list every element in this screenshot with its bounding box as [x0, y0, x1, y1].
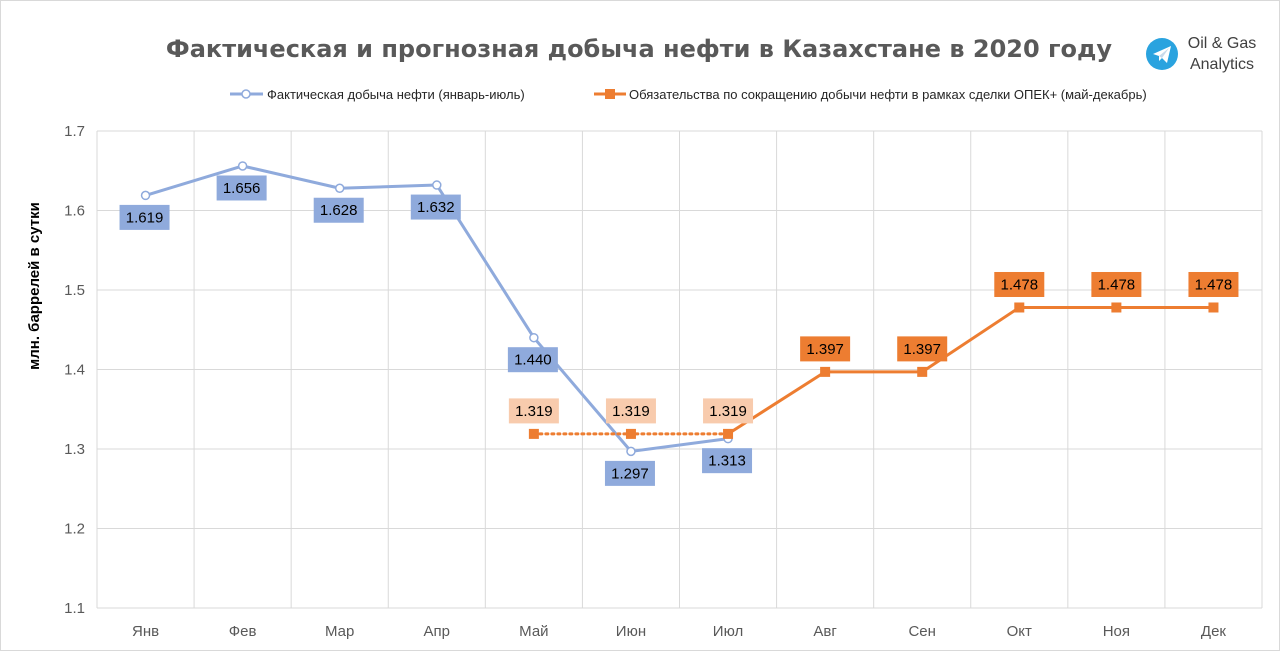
x-tick-label: Июл	[713, 623, 743, 640]
marker-opec	[625, 428, 636, 439]
x-tick-label: Ноя	[1103, 623, 1130, 640]
axes: 1.1 1.2 1.3 1.4 1.5 1.6 1.7 Янв Фев Мар Апр Май Июн И…	[64, 123, 1226, 640]
data-label-opec-bg	[994, 271, 1045, 297]
data-label-actual: 1.656	[223, 180, 261, 197]
marker-opec	[820, 366, 831, 377]
legend-label-opec: Обязательства по сокращению добычи нефти…	[629, 87, 1147, 102]
marker-opec	[1208, 302, 1219, 313]
marker-opec	[917, 366, 928, 377]
data-label-actual-bg	[604, 460, 655, 486]
x-tick-label: Авг	[813, 623, 837, 640]
x-tick-label: Май	[519, 623, 548, 640]
data-label-actual: 1.632	[417, 199, 455, 216]
legend-label-actual: Фактическая добыча нефти (январь-июль)	[267, 87, 525, 102]
x-tick-label: Янв	[132, 623, 159, 640]
legend: Фактическая добыча нефти (январь-июль) О…	[230, 87, 1147, 102]
y-tick-label: 1.5	[64, 282, 85, 299]
data-label-opec: 1.478	[1195, 276, 1233, 293]
data-label-opec-bg	[800, 336, 851, 362]
data-label-opec-bg	[1091, 271, 1142, 297]
marker-actual	[529, 332, 539, 343]
data-label-actual: 1.628	[320, 202, 358, 219]
data-label-actual-bg	[507, 347, 558, 373]
data-label-opec: 1.478	[1001, 276, 1039, 293]
marker-actual	[140, 190, 151, 201]
data-label-actual-bg	[119, 204, 170, 230]
marker-actual	[432, 180, 442, 190]
data-label-opec-bg	[703, 398, 754, 424]
grid	[96, 130, 1263, 609]
data-label-opec-bg	[1188, 271, 1239, 297]
marker-actual	[237, 161, 248, 171]
telegram-icon	[1146, 38, 1178, 70]
brand-name-line1: Oil & Gas	[1188, 35, 1256, 52]
data-label-actual-bg	[313, 197, 364, 223]
brand-name-line2: Analytics	[1190, 56, 1254, 73]
marker-opec	[723, 428, 734, 439]
data-label-opec: 1.397	[806, 341, 844, 358]
x-tick-label: Окт	[1007, 623, 1032, 640]
data-label-opec: 1.478	[1098, 276, 1136, 293]
marker-opec	[1111, 302, 1122, 313]
data-label-opec-bg	[508, 398, 559, 424]
legend-marker-actual	[241, 89, 251, 99]
x-tick-label: Июн	[616, 623, 646, 640]
data-label-opec: 1.319	[515, 403, 553, 420]
data-label-actual: 1.619	[126, 209, 164, 226]
data-label-actual-bg	[410, 194, 461, 220]
x-tick-label: Мар	[325, 623, 354, 640]
data-labels: 1.619 1.656 1.628 1.632 1.440 1.297 1.313 1.319…	[119, 175, 1239, 486]
y-tick-label: 1.3	[64, 441, 85, 458]
series	[140, 161, 1219, 457]
y-tick-label: 1.7	[64, 123, 85, 140]
y-tick-label: 1.4	[64, 362, 85, 379]
x-tick-label: Сен	[908, 623, 935, 640]
marker-opec	[528, 428, 539, 439]
y-tick-label: 1.1	[64, 600, 85, 617]
y-tick-label: 1.6	[64, 203, 85, 220]
y-axis-label: млн. баррелей в сутки	[26, 202, 43, 370]
series-line-opec	[727, 305, 1214, 436]
data-label-actual-bg	[702, 448, 753, 474]
chart-title: Фактическая и прогнозная добыча нефти в …	[166, 35, 1113, 63]
data-label-actual: 1.313	[708, 453, 746, 470]
marker-actual	[626, 446, 636, 457]
marker-actual	[334, 183, 345, 193]
marker-opec	[1014, 302, 1025, 313]
x-tick-label: Дек	[1201, 623, 1227, 640]
data-label-opec: 1.397	[903, 341, 941, 358]
legend-marker-opec	[605, 89, 615, 99]
x-tick-label: Фев	[229, 623, 257, 640]
data-label-actual-bg	[216, 175, 267, 201]
data-label-opec-bg	[605, 398, 656, 424]
data-label-opec-bg	[897, 336, 948, 362]
data-label-opec: 1.319	[709, 403, 747, 420]
data-label-actual: 1.440	[514, 352, 552, 369]
data-label-opec: 1.319	[612, 403, 650, 420]
y-tick-label: 1.2	[64, 521, 85, 538]
brand-logo: Oil & Gas Analytics	[1146, 35, 1256, 73]
data-label-actual: 1.297	[611, 465, 649, 482]
x-tick-label: Апр	[424, 623, 450, 640]
